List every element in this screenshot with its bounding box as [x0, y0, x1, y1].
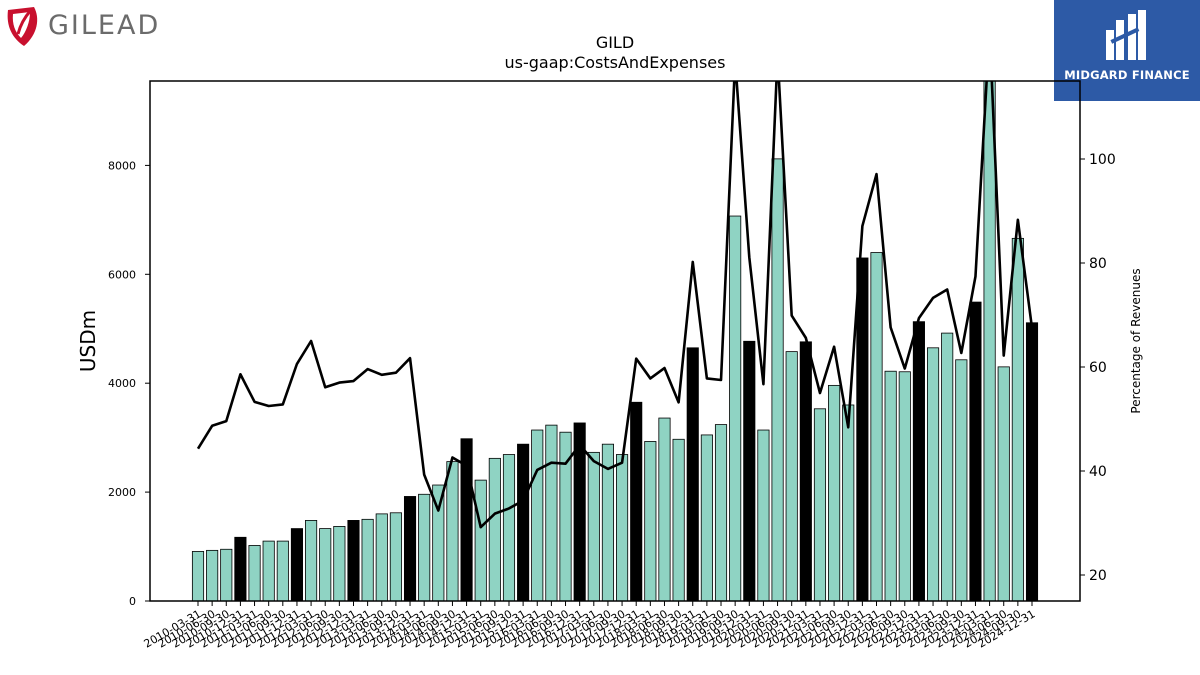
bar-2011-12-31 — [290, 528, 304, 602]
bar-2011-06-30 — [262, 540, 275, 602]
bar-2015-03-31 — [474, 479, 487, 602]
left-y-tick-label: 2000 — [108, 486, 136, 499]
bar-2012-12-31 — [347, 520, 360, 602]
bar-2017-09-30 — [616, 454, 629, 602]
bar-2022-06-30 — [884, 370, 897, 602]
bar-2015-12-31 — [517, 443, 530, 602]
bar-2012-09-30 — [333, 526, 346, 602]
bar-2020-09-30 — [785, 351, 798, 602]
chart-title: GILD — [596, 33, 634, 52]
bar-2023-09-30 — [955, 359, 968, 602]
line-series-layer — [196, 81, 1034, 529]
bar-2012-06-30 — [319, 528, 332, 602]
x-axis: 2010-03-312010-06-302010-09-302010-12-31… — [142, 601, 1038, 651]
bar-2010-09-30 — [220, 548, 233, 602]
bar-2018-03-31 — [644, 441, 657, 602]
bar-2024-03-31 — [983, 80, 996, 602]
right-y-axis-label: Percentage of Revenues — [1129, 268, 1143, 413]
bar-2019-12-31 — [743, 340, 756, 602]
bar-2019-03-31 — [700, 434, 713, 602]
bar-2010-06-30 — [206, 549, 219, 602]
bar-2013-12-31 — [403, 496, 417, 602]
bar-2011-03-31 — [248, 545, 261, 602]
bar-2024-12-31 — [1025, 322, 1039, 602]
bar-2024-06-30 — [997, 366, 1010, 602]
bar-series — [191, 80, 1039, 602]
gilead-shield-icon — [7, 7, 38, 46]
bar-2021-03-31 — [813, 408, 827, 602]
bar-2023-06-30 — [941, 332, 954, 602]
bar-2020-06-30 — [771, 158, 784, 602]
bar-2015-06-30 — [488, 457, 501, 602]
left-y-tick-label: 0 — [129, 595, 136, 608]
midgard-logo-text: MIDGARD FINANCE — [1064, 68, 1190, 82]
chart-subtitle: us-gaap:CostsAndExpenses — [505, 53, 726, 72]
bar-2015-09-30 — [502, 454, 516, 602]
bar-2010-12-31 — [234, 536, 247, 602]
bar-2019-06-30 — [714, 424, 728, 602]
gilead-logo: GILEAD — [4, 4, 164, 50]
right-y-tick-label: 100 — [1089, 152, 1116, 168]
left-y-tick-label: 6000 — [108, 268, 136, 281]
bar-2016-03-31 — [531, 429, 544, 602]
bar-2013-03-31 — [361, 518, 374, 602]
bar-2013-09-30 — [389, 512, 402, 602]
gilead-logo-text: GILEAD — [48, 10, 161, 41]
bar-2023-12-31 — [969, 301, 982, 602]
bar-2021-06-30 — [828, 384, 841, 602]
percentage-of-revenues-line — [196, 81, 1034, 529]
left-y-axis-label: USDm — [76, 310, 100, 372]
bar-2021-09-30 — [842, 404, 855, 602]
bar-2022-09-30 — [898, 371, 911, 602]
bar-2013-06-30 — [375, 513, 388, 602]
right-y-tick-label: 80 — [1089, 256, 1107, 272]
bar-2010-03-31 — [191, 551, 205, 602]
bar-2022-12-31 — [912, 321, 925, 602]
bar-2023-03-31 — [927, 347, 940, 602]
right-y-axis: 20 40 60 80 100 — [1080, 152, 1116, 584]
left-y-tick-label: 8000 — [108, 159, 136, 172]
bar-2018-06-30 — [658, 417, 671, 602]
bar-2021-12-31 — [856, 257, 869, 602]
right-y-tick-label: 40 — [1089, 464, 1107, 480]
left-y-axis: 0 2000 4000 6000 8000 — [108, 159, 150, 608]
left-y-tick-label: 4000 — [108, 377, 136, 390]
midgard-mark-icon — [1106, 10, 1146, 60]
bar-2019-09-30 — [729, 215, 742, 602]
bar-2012-03-31 — [305, 520, 318, 602]
bar-2014-09-30 — [446, 461, 459, 602]
bar-2022-03-31 — [870, 252, 883, 602]
bar-2014-03-31 — [418, 493, 431, 602]
plot-frame — [149, 80, 1081, 602]
right-y-tick-label: 20 — [1089, 568, 1107, 584]
right-y-tick-label: 60 — [1089, 360, 1107, 376]
bar-2024-09-30 — [1011, 237, 1024, 602]
bar-2011-09-30 — [276, 540, 289, 602]
bar-2018-12-31 — [686, 347, 699, 602]
bar-2017-12-31 — [630, 401, 643, 602]
midgard-finance-logo: MIDGARD FINANCE — [1054, 0, 1200, 101]
bar-2020-03-31 — [757, 429, 770, 602]
bar-2016-06-30 — [545, 424, 558, 602]
bar-2017-03-31 — [587, 451, 600, 602]
bar-2018-09-30 — [672, 438, 685, 602]
bar-2020-12-31 — [799, 341, 812, 602]
